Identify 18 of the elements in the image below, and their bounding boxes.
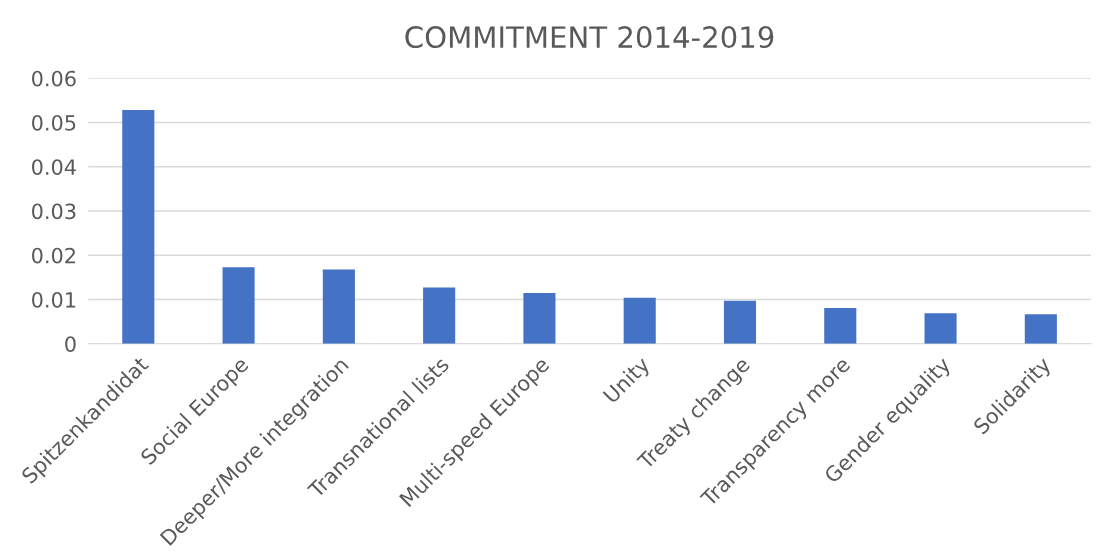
y-tick-label: 0.04 [32, 159, 76, 175]
bar [1024, 314, 1057, 344]
bar [222, 267, 255, 344]
y-tick-label: 0.05 [32, 114, 76, 131]
bar [723, 300, 757, 344]
y-tick-label: 0.01 [32, 291, 76, 308]
y-tick-label: 0.02 [32, 247, 75, 264]
bar [523, 292, 556, 344]
bar [322, 269, 355, 344]
bar [924, 313, 957, 344]
chart-title: COMMITMENT 2014-2019 [405, 26, 774, 49]
y-tick-label: 0.03 [32, 203, 76, 220]
bar [824, 307, 857, 344]
bar [623, 297, 656, 344]
y-tick-label: 0.06 [32, 70, 76, 87]
bar [423, 287, 456, 344]
bar [122, 110, 155, 344]
y-tick-label: 0 [65, 336, 76, 352]
